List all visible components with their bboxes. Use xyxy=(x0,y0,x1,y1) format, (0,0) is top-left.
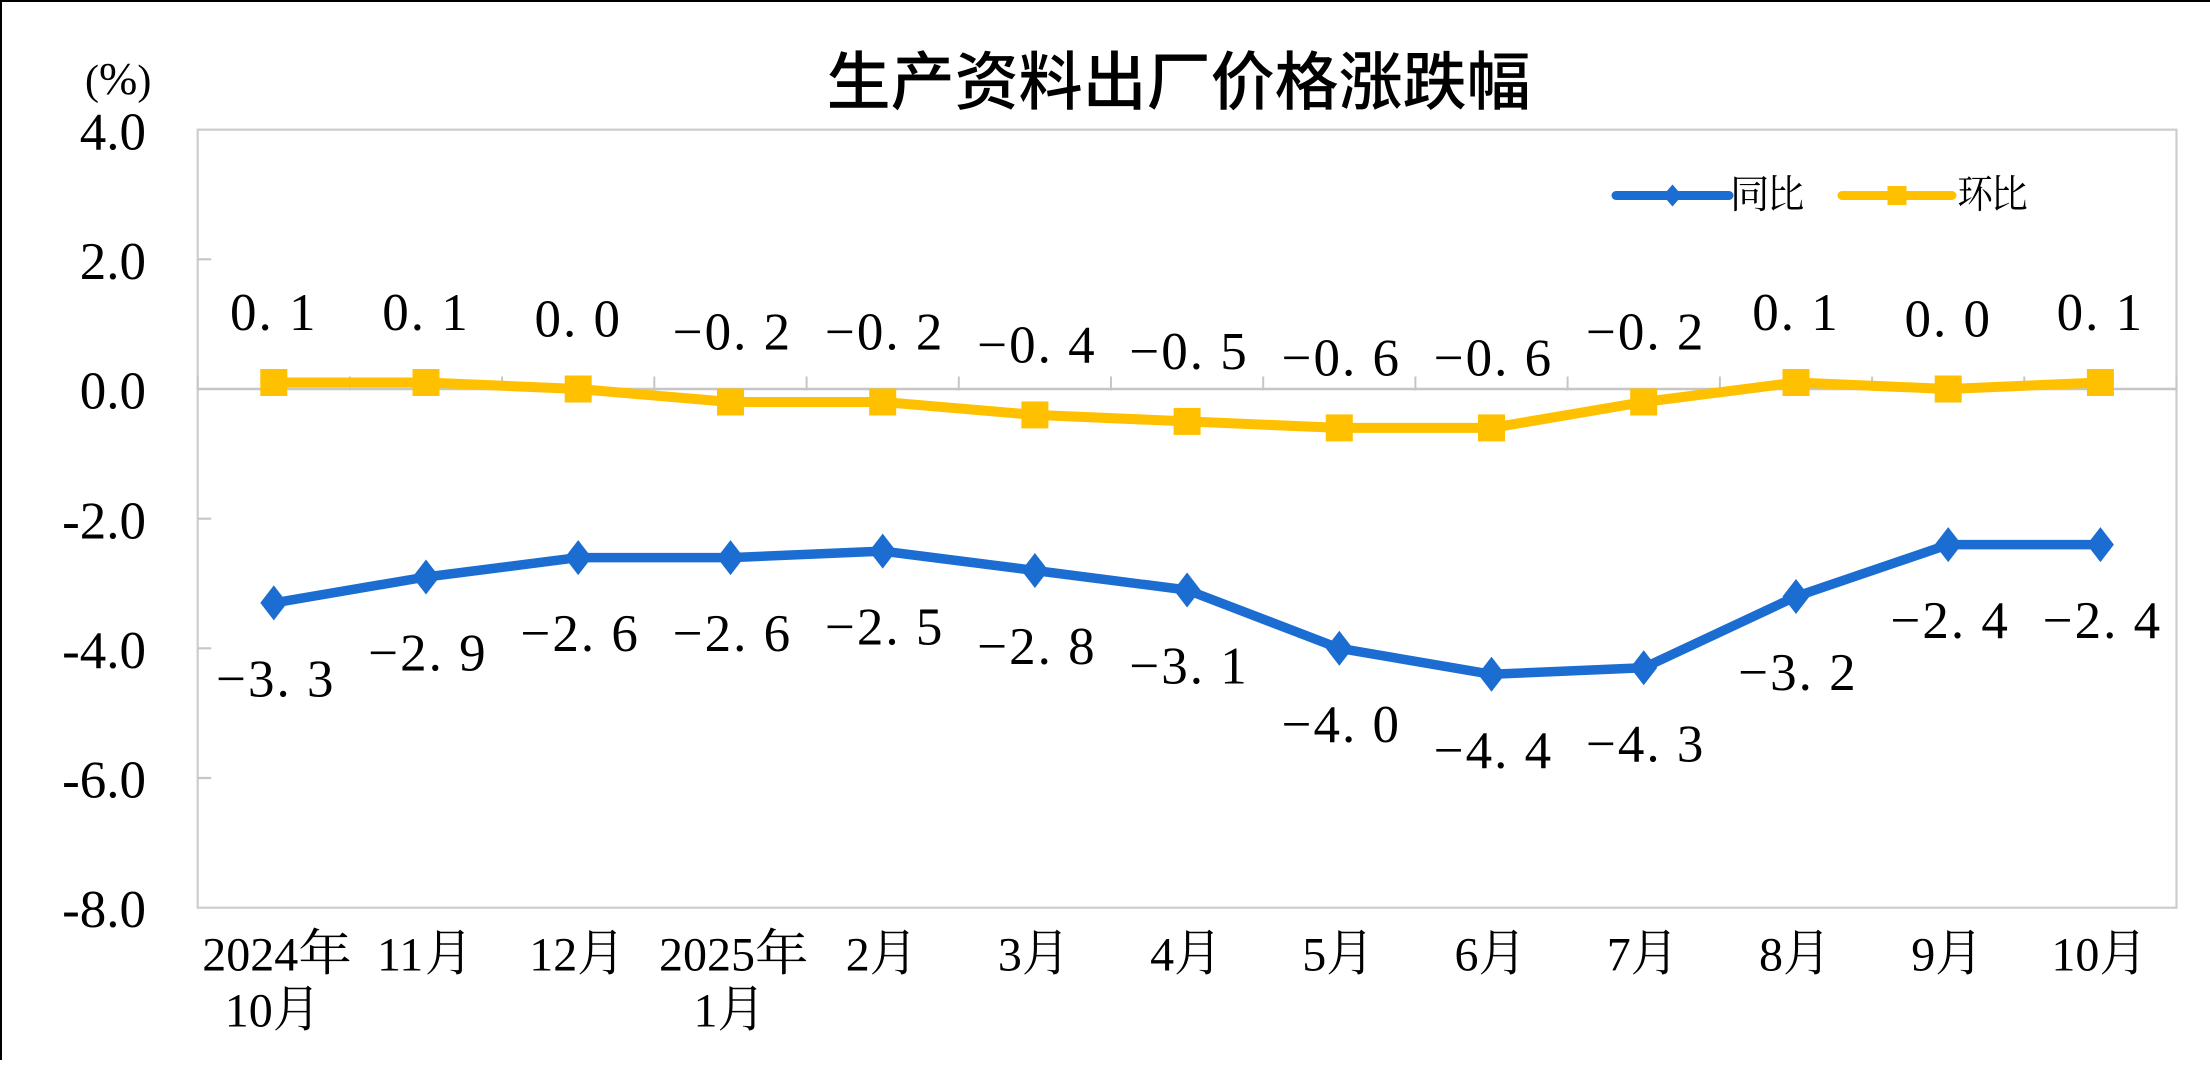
svg-text:1: 1 xyxy=(694,985,718,1038)
svg-text:7: 7 xyxy=(1607,929,1631,982)
svg-text:−2. 6: −2. 6 xyxy=(673,605,792,663)
svg-text:-8.0: -8.0 xyxy=(62,881,146,939)
svg-text:11: 11 xyxy=(377,929,423,982)
svg-text:−2. 6: −2. 6 xyxy=(521,605,640,663)
svg-text:−3. 2: −3. 2 xyxy=(1738,644,1857,702)
svg-text:−0. 2: −0. 2 xyxy=(825,304,944,362)
svg-text:8: 8 xyxy=(1759,929,1783,982)
svg-text:−0. 2: −0. 2 xyxy=(673,304,792,362)
svg-text:2: 2 xyxy=(846,929,870,982)
svg-text:0.0: 0.0 xyxy=(80,363,146,421)
svg-text:2024: 2024 xyxy=(202,929,298,982)
svg-text:−0. 6: −0. 6 xyxy=(1434,329,1553,387)
svg-text:−2. 9: −2. 9 xyxy=(368,625,487,683)
svg-text:−0. 2: −0. 2 xyxy=(1586,304,1705,362)
svg-text:0. 0: 0. 0 xyxy=(534,291,622,349)
svg-text:−2. 8: −2. 8 xyxy=(977,618,1096,676)
svg-text:9: 9 xyxy=(1911,929,1935,982)
svg-text:0. 1: 0. 1 xyxy=(230,284,318,342)
svg-text:-4.0: -4.0 xyxy=(62,622,146,680)
svg-text:(%): (%) xyxy=(85,53,151,104)
svg-text:−3. 3: −3. 3 xyxy=(216,650,335,708)
svg-text:10: 10 xyxy=(2051,929,2099,982)
svg-text:4.0: 4.0 xyxy=(80,103,146,161)
svg-text:6: 6 xyxy=(1455,929,1479,982)
svg-text:−0. 6: −0. 6 xyxy=(1282,329,1401,387)
svg-text:-2.0: -2.0 xyxy=(62,492,146,550)
svg-text:3: 3 xyxy=(998,929,1022,982)
svg-text:−4. 4: −4. 4 xyxy=(1434,722,1553,780)
svg-text:0. 1: 0. 1 xyxy=(2057,284,2145,342)
svg-text:−2. 4: −2. 4 xyxy=(2043,592,2162,650)
svg-text:5: 5 xyxy=(1302,929,1326,982)
svg-text:−0. 5: −0. 5 xyxy=(1129,323,1248,381)
svg-text:−4. 3: −4. 3 xyxy=(1586,715,1705,773)
svg-text:−4. 0: −4. 0 xyxy=(1282,696,1401,754)
svg-text:12: 12 xyxy=(529,929,577,982)
svg-text:-6.0: -6.0 xyxy=(62,752,146,810)
svg-text:0. 1: 0. 1 xyxy=(382,284,470,342)
svg-text:2.0: 2.0 xyxy=(80,233,146,291)
svg-text:−2. 5: −2. 5 xyxy=(825,599,944,657)
svg-text:−2. 4: −2. 4 xyxy=(1891,592,2010,650)
svg-text:0. 1: 0. 1 xyxy=(1752,284,1840,342)
svg-text:2025: 2025 xyxy=(659,929,755,982)
svg-text:0. 0: 0. 0 xyxy=(1904,291,1992,349)
svg-text:4: 4 xyxy=(1150,929,1174,982)
svg-text:−3. 1: −3. 1 xyxy=(1129,638,1248,696)
svg-text:10: 10 xyxy=(225,985,273,1038)
svg-text:−0. 4: −0. 4 xyxy=(977,316,1096,374)
